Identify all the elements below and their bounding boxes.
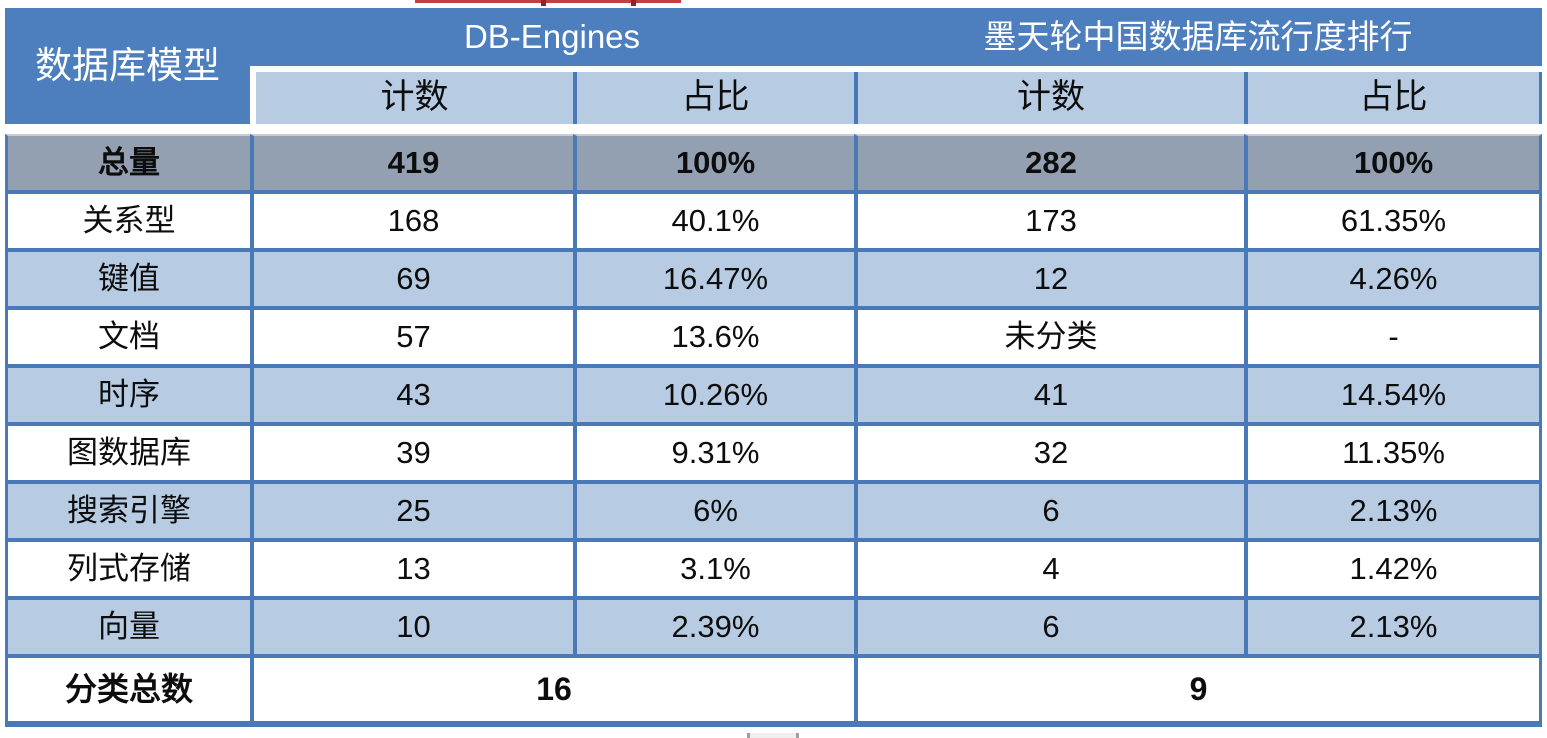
table-cell: 100% [1244,134,1542,190]
corner-header: 数据库模型 [5,8,250,124]
row-vector-label: 向量 [5,596,250,654]
table-cell: 39 [250,422,573,480]
table-cell: 2.13% [1244,596,1542,654]
table-cell: 25 [250,480,573,538]
table-cell: 69 [250,248,573,306]
table-cell: 61.35% [1244,190,1542,248]
table-cell: 13 [250,538,573,596]
row-columnar-label: 列式存储 [5,538,250,596]
scrollbar-fragment [747,733,799,738]
table-cell: 40.1% [573,190,854,248]
red-tick-mark [631,0,636,6]
table-cell: - [1244,306,1542,364]
table-cell: 41 [854,364,1244,422]
table-cell: 168 [250,190,573,248]
cell-motianlun-category-total: 9 [854,654,1542,721]
table-cell: 6 [854,480,1244,538]
table-cell: 4 [854,538,1244,596]
red-tick-mark [541,0,546,6]
subheader-db-count: 计数 [250,72,573,124]
row-keyvalue-label: 键值 [5,248,250,306]
row-timeseries-label: 时序 [5,364,250,422]
table-cell: 9.31% [573,422,854,480]
subheader-db-share: 占比 [573,72,854,124]
table-cell: 1.42% [1244,538,1542,596]
row-category-count-label: 分类总数 [5,654,250,721]
table-cell: 10 [250,596,573,654]
row-relational-label: 关系型 [5,190,250,248]
row-document-label: 文档 [5,306,250,364]
table-cell: 419 [250,134,573,190]
table-cell: 12 [854,248,1244,306]
table-cell: 173 [854,190,1244,248]
row-total-label: 总量 [5,134,250,190]
table-cell: 2.39% [573,596,854,654]
table-cell: 43 [250,364,573,422]
cell-db-engines-category-total: 16 [250,654,854,721]
table-cell: 282 [854,134,1244,190]
group-header-motianlun: 墨天轮中国数据库流行度排行 [854,8,1542,66]
subheader-mtl-share: 占比 [1244,72,1542,124]
table-cell: 32 [854,422,1244,480]
table-cell: 13.6% [573,306,854,364]
table-cell: 57 [250,306,573,364]
table-cell: 2.13% [1244,480,1542,538]
subheader-mtl-count: 计数 [854,72,1244,124]
red-underline-artifact [415,0,681,6]
table-cell: 16.47% [573,248,854,306]
row-search-label: 搜索引擎 [5,480,250,538]
table-cell: 6% [573,480,854,538]
table-cell: 100% [573,134,854,190]
table-cell: 10.26% [573,364,854,422]
database-model-comparison-table: 数据库模型 DB-Engines 墨天轮中国数据库流行度排行 计数 占比 计数 … [5,8,1542,727]
table-cell: 11.35% [1244,422,1542,480]
table-cell: 14.54% [1244,364,1542,422]
table-cell: 6 [854,596,1244,654]
table-cell: 未分类 [854,306,1244,364]
table-cell: 3.1% [573,538,854,596]
table-cell: 4.26% [1244,248,1542,306]
row-graph-label: 图数据库 [5,422,250,480]
group-header-db-engines: DB-Engines [250,8,854,66]
